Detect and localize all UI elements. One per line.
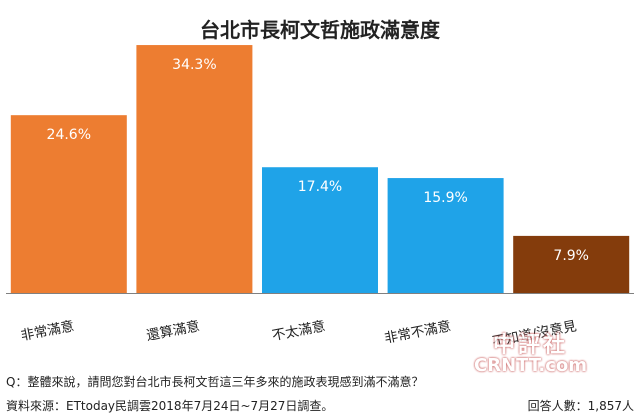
bar-chart: 24.6% 34.3% 17.4% 15.9% 7.9% 非常滿意 還算滿意 不太滿意 非常不… — [6, 45, 634, 350]
bar-3 — [262, 167, 378, 293]
bar-value-label: 24.6% — [47, 127, 91, 143]
bars-group: 24.6% 34.3% 17.4% 15.9% 7.9% — [10, 45, 630, 294]
bar-value-label: 34.3% — [172, 57, 216, 73]
survey-question: Q：整體來說，請問您對台北市長柯文哲這三年多來的施政表現感到滿不滿意？ — [6, 375, 424, 389]
bar-1 — [10, 115, 127, 293]
watermark-logo: 中評社 CRNTT.com — [474, 335, 587, 375]
sample-size: 回答人數：1,857人 — [527, 399, 634, 413]
category-label: 不太滿意 — [271, 317, 327, 344]
category-label: 非常不滿意 — [383, 317, 453, 347]
bar-value-label: 17.4% — [298, 179, 342, 195]
category-label: 非常滿意 — [19, 317, 75, 344]
category-label: 還算滿意 — [145, 317, 201, 344]
bar-value-label: 7.9% — [553, 248, 589, 264]
bar-5 — [513, 235, 630, 293]
bar-value-label: 15.9% — [423, 190, 467, 206]
watermark-text: 中評社 — [493, 333, 569, 358]
chart-title: 台北市長柯文哲施政滿意度 — [200, 18, 440, 42]
bar-4 — [387, 178, 504, 293]
data-source-note: 資料來源：ETtoday民調雲2018年7月24日~7月27日調查。 — [6, 399, 334, 413]
watermark-url: CRNTT.com — [474, 355, 588, 376]
bar-2 — [136, 45, 253, 294]
